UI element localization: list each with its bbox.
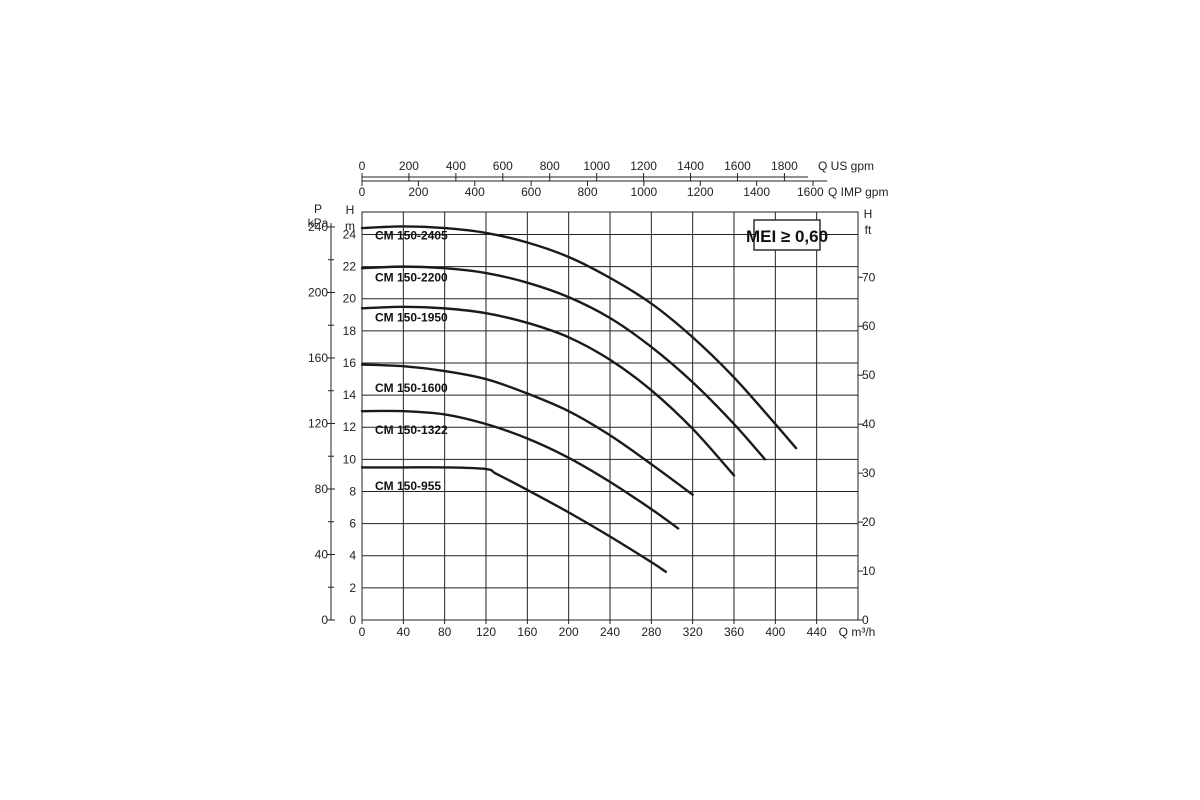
x-tick-label: 40 [397, 625, 411, 639]
us-gpm-tick-label: 200 [399, 159, 419, 173]
us-gpm-tick-label: 0 [359, 159, 366, 173]
x-tick-label: 120 [476, 625, 496, 639]
us-gpm-axis-label: Q US gpm [818, 159, 874, 173]
pressure-tick-label: 0 [321, 613, 328, 627]
curve-label: CM 150-2405 [375, 228, 448, 242]
h-m-tick-label: 6 [349, 517, 356, 531]
curve-label: CM 150-1950 [375, 310, 448, 324]
h-m-tick-label: 20 [343, 292, 357, 306]
performance-curve [360, 409, 680, 530]
h-m-tick-label: 2 [349, 581, 356, 595]
h-m-tick-label: 8 [349, 484, 356, 498]
pressure-axis-unit: kPa [308, 216, 329, 230]
imp-gpm-tick-label: 1000 [631, 185, 658, 199]
x-tick-label: 160 [517, 625, 537, 639]
us-gpm-tick-label: 800 [540, 159, 560, 173]
h-ft-tick-label: 30 [862, 466, 876, 480]
us-gpm-tick-label: 1200 [630, 159, 657, 173]
x-tick-label: 360 [724, 625, 744, 639]
h-m-tick-label: 12 [343, 420, 357, 434]
labels: 0 40 80 120 160 200 240 280 320 360 400 440 Q m³/h02… [308, 159, 889, 639]
h-ft-tick-label: 0 [862, 613, 869, 627]
imp-gpm-axis-label: Q IMP gpm [828, 185, 888, 199]
imp-gpm-tick-label: 800 [577, 185, 597, 199]
h-m-tick-label: 4 [349, 549, 356, 563]
x-tick-label: 0 [359, 625, 366, 639]
h-m-tick-label: 10 [343, 452, 357, 466]
x-tick-label: 320 [683, 625, 703, 639]
imp-gpm-last-tick-label: 1600 [797, 185, 824, 199]
imp-gpm-tick-label: 1400 [743, 185, 770, 199]
us-gpm-tick-label: 1000 [583, 159, 610, 173]
h-ft-tick-label: 60 [862, 319, 876, 333]
x-tick-label: 440 [807, 625, 827, 639]
curve-label: CM 150-955 [375, 479, 441, 493]
pressure-tick-label: 40 [315, 547, 329, 561]
imp-gpm-tick-label: 200 [408, 185, 428, 199]
h-ft-tick-label: 70 [862, 270, 876, 284]
h-ft-axis-title: H [864, 207, 873, 221]
h-m-axis-title: H [346, 203, 355, 217]
pressure-axis-title: P [314, 202, 322, 216]
h-ft-tick-label: 20 [862, 515, 876, 529]
pressure-tick-label: 200 [308, 285, 328, 299]
curve-label: CM 150-2200 [375, 270, 448, 284]
mei-badge-box [753, 219, 821, 251]
pressure-tick-label: 120 [308, 416, 328, 430]
h-m-tick-label: 22 [343, 260, 357, 274]
x-tick-label: 80 [438, 625, 452, 639]
curve-label: CM 150-1600 [375, 381, 448, 395]
x-tick-label: 280 [641, 625, 661, 639]
performance-curve [360, 225, 798, 450]
mei-badge-text: MEI ≥ 0,60 [746, 227, 828, 246]
pressure-tick-label: 160 [308, 351, 328, 365]
curve-label: CM 150-1322 [375, 423, 448, 437]
us-gpm-tick-label: 400 [446, 159, 466, 173]
h-m-tick-label: 24 [343, 227, 357, 241]
mei-badge: MEI ≥ 0,60 [746, 219, 828, 251]
performance-curve [360, 466, 667, 574]
imp-gpm-tick-label: 400 [465, 185, 485, 199]
h-ft-axis-unit: ft [865, 223, 872, 237]
h-ft-tick-label: 10 [862, 564, 876, 578]
x-tick-label: 200 [559, 625, 579, 639]
us-gpm-tick-label: 600 [493, 159, 513, 173]
imp-gpm-tick-label: 0 [359, 185, 366, 199]
us-gpm-tick-label: 1600 [724, 159, 751, 173]
h-ft-tick-label: 50 [862, 368, 876, 382]
x-axis-label: Q m³/h [839, 625, 876, 639]
performance-curve [360, 265, 767, 461]
x-tick-label: 240 [600, 625, 620, 639]
us-gpm-tick-label: 1800 [771, 159, 798, 173]
h-m-axis-unit: m [345, 219, 355, 233]
h-m-tick-label: 0 [349, 613, 356, 627]
pressure-tick-label: 240 [308, 220, 328, 234]
h-m-tick-label: 14 [343, 388, 357, 402]
pressure-tick-label: 80 [315, 482, 329, 496]
imp-gpm-tick-label: 1200 [687, 185, 714, 199]
h-ft-tick-label: 40 [862, 417, 876, 431]
us-gpm-tick-label: 1400 [677, 159, 704, 173]
imp-gpm-tick-label: 600 [521, 185, 541, 199]
axes [327, 173, 863, 624]
h-m-tick-label: 18 [343, 324, 357, 338]
h-m-tick-label: 16 [343, 356, 357, 370]
performance-curve [360, 363, 694, 496]
performance-curve [360, 305, 736, 477]
curves [360, 225, 798, 574]
x-tick-label: 400 [765, 625, 785, 639]
